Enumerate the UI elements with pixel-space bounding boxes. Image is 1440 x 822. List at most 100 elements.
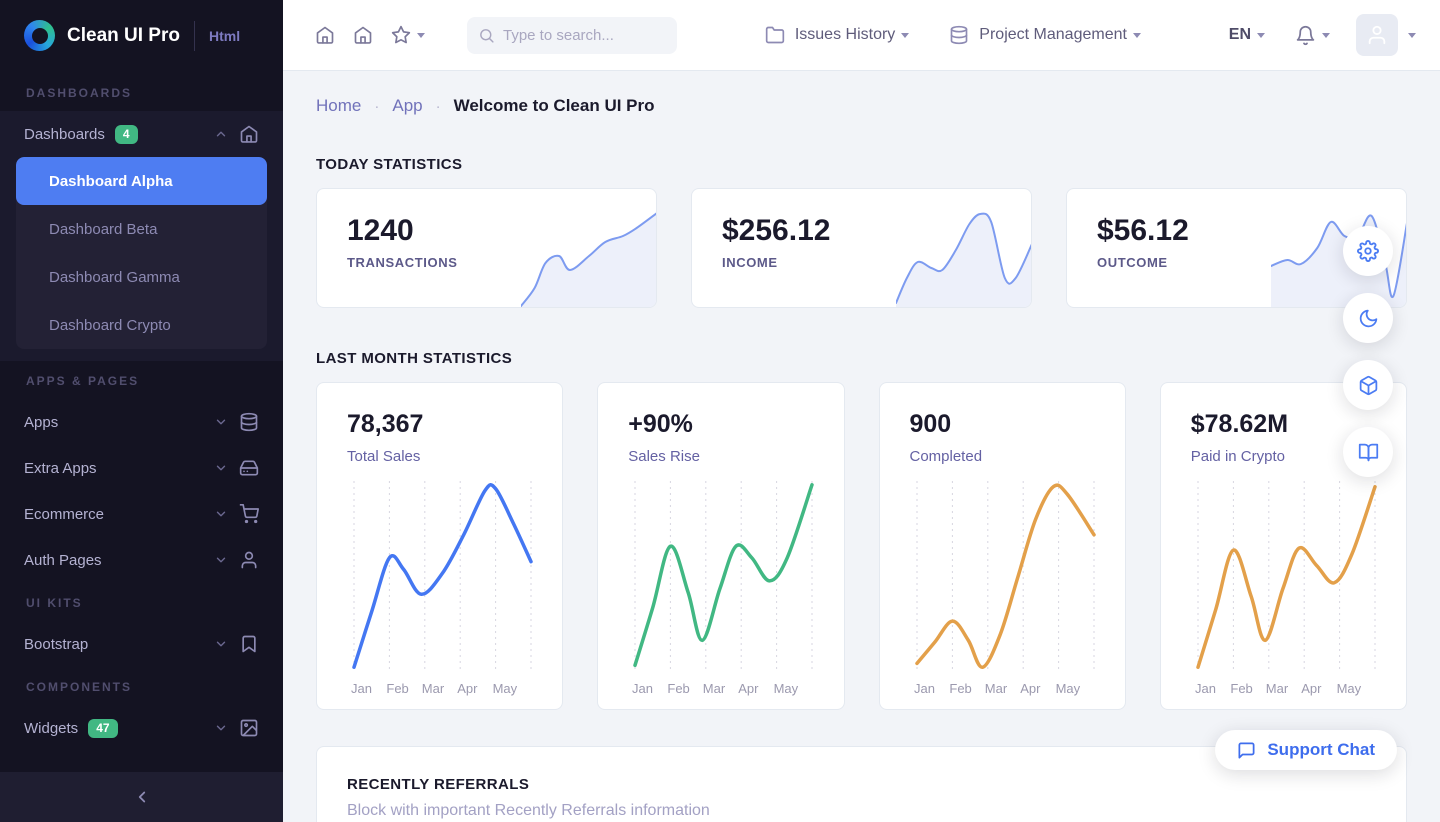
card-total-sales: 78,367 Total Sales Jan Feb Mar Apr May xyxy=(316,382,564,710)
svg-text:Mar: Mar xyxy=(984,681,1007,696)
project-management-label: Project Management xyxy=(979,26,1127,43)
issues-history-dropdown[interactable]: Issues History xyxy=(765,25,910,45)
nav-section-ui-kits: UI KITS xyxy=(26,596,83,610)
stat-value: 1240 xyxy=(347,214,414,247)
svg-text:May: May xyxy=(1336,681,1361,696)
main-area: Issues History Project Management EN xyxy=(283,0,1440,822)
stat-value: $256.12 xyxy=(722,214,831,247)
svg-text:Jan: Jan xyxy=(914,681,935,696)
card-value: 900 xyxy=(909,410,952,438)
chevron-down-icon xyxy=(214,637,228,651)
sidebar-item-label: Extra Apps xyxy=(24,459,97,477)
page-content: Home · App · Welcome to Clean UI Pro TOD… xyxy=(283,71,1440,822)
total-sales-line-chart: Jan Feb Mar Apr May xyxy=(347,477,540,699)
floating-action-buttons xyxy=(1343,226,1393,477)
svg-text:May: May xyxy=(1055,681,1080,696)
settings-fab-button[interactable] xyxy=(1343,226,1393,276)
today-statistics-cards: 1240 TRANSACTIONS $256.12 INCOME $56.12 … xyxy=(316,188,1407,308)
logo-text: Clean UI Pro xyxy=(67,24,180,46)
home-icon xyxy=(239,124,259,144)
chevron-down-icon xyxy=(214,553,228,567)
star-icon xyxy=(391,25,411,45)
project-management-dropdown[interactable]: Project Management xyxy=(949,25,1141,45)
income-sparkline-chart xyxy=(896,204,1031,307)
stat-label: INCOME xyxy=(722,255,778,270)
sidebar-item-label: Apps xyxy=(24,413,59,431)
sidebar-collapse-button[interactable] xyxy=(0,772,283,822)
dark-mode-fab-button[interactable] xyxy=(1343,293,1393,343)
sidebar-item-widgets[interactable]: Widgets 47 xyxy=(0,705,283,751)
sidebar-item-dashboard-beta[interactable]: Dashboard Beta xyxy=(49,220,158,238)
svg-text:Apr: Apr xyxy=(1301,681,1322,696)
sidebar-item-label: Bootstrap xyxy=(24,635,89,653)
sidebar-item-auth-pages[interactable]: Auth Pages xyxy=(0,537,283,583)
sidebar-nav: DASHBOARDS Dashboards 4 Dashboard Alpha … xyxy=(0,71,283,772)
bell-icon xyxy=(1295,25,1316,46)
home-shortcut-button-2[interactable] xyxy=(353,25,373,45)
home-shortcut-button[interactable] xyxy=(315,25,335,45)
sidebar-item-extra-apps[interactable]: Extra Apps xyxy=(0,445,283,491)
last-month-statistics-title: LAST MONTH STATISTICS xyxy=(316,350,513,367)
bookmark-icon xyxy=(239,634,259,654)
stat-card-income: $256.12 INCOME xyxy=(691,188,1032,308)
sidebar-item-dashboard-gamma[interactable]: Dashboard Gamma xyxy=(49,268,180,286)
harddrive-icon xyxy=(239,458,259,478)
database-icon xyxy=(239,412,259,432)
components-fab-button[interactable] xyxy=(1343,360,1393,410)
svg-text:Apr: Apr xyxy=(1020,681,1041,696)
logo-divider xyxy=(193,20,195,51)
sidebar-item-dashboards[interactable]: Dashboards 4 xyxy=(0,111,283,157)
favorites-button[interactable] xyxy=(391,25,425,45)
transactions-sparkline-chart xyxy=(521,204,656,307)
sidebar-item-bootstrap[interactable]: Bootstrap xyxy=(0,621,283,667)
stat-card-transactions: 1240 TRANSACTIONS xyxy=(316,188,657,308)
breadcrumb: Home · App · Welcome to Clean UI Pro xyxy=(316,96,1407,116)
sidebar: Clean UI Pro Html DASHBOARDS Dashboards … xyxy=(0,0,283,822)
stat-label: TRANSACTIONS xyxy=(347,255,458,270)
caret-down-icon xyxy=(901,32,910,38)
completed-line-chart: Jan Feb Mar Apr May xyxy=(910,477,1103,699)
logo-ring-icon xyxy=(24,20,55,51)
card-value: 78,367 xyxy=(347,410,424,438)
breadcrumb-separator: · xyxy=(435,97,441,115)
sidebar-item-apps[interactable]: Apps xyxy=(0,399,283,445)
breadcrumb-separator: · xyxy=(374,97,380,115)
sidebar-item-dashboard-crypto[interactable]: Dashboard Crypto xyxy=(49,316,171,334)
logo[interactable]: Clean UI Pro Html xyxy=(0,0,283,71)
svg-text:Feb: Feb xyxy=(668,681,690,696)
nav-section-dashboards: DASHBOARDS xyxy=(26,86,133,100)
sidebar-item-ecommerce[interactable]: Ecommerce xyxy=(0,491,283,537)
svg-text:Apr: Apr xyxy=(457,681,478,696)
notifications-dropdown[interactable] xyxy=(1295,25,1330,46)
home-icon xyxy=(315,25,335,45)
search-icon xyxy=(478,27,495,44)
caret-down-icon xyxy=(1322,32,1330,38)
book-open-icon xyxy=(1358,442,1379,463)
caret-down-icon[interactable] xyxy=(1408,32,1416,38)
breadcrumb-app-link[interactable]: App xyxy=(392,96,423,115)
box-icon xyxy=(1358,375,1379,396)
paid-in-crypto-line-chart: Jan Feb Mar Apr May xyxy=(1191,477,1384,699)
chevron-down-icon xyxy=(214,415,228,429)
language-dropdown[interactable]: EN xyxy=(1229,26,1265,44)
svg-text:Apr: Apr xyxy=(738,681,759,696)
user-icon xyxy=(239,550,259,570)
documentation-fab-button[interactable] xyxy=(1343,427,1393,477)
widgets-count-badge: 47 xyxy=(88,718,118,738)
search-input[interactable] xyxy=(467,16,677,54)
language-label: EN xyxy=(1228,26,1251,43)
user-avatar[interactable] xyxy=(1356,14,1398,56)
card-label: Paid in Crypto xyxy=(1190,448,1285,465)
chevron-down-icon xyxy=(214,507,228,521)
user-icon xyxy=(1366,24,1388,46)
chevron-down-icon xyxy=(214,461,228,475)
svg-text:May: May xyxy=(774,681,799,696)
card-label: Sales Rise xyxy=(628,448,700,465)
sidebar-item-dashboard-alpha[interactable]: Dashboard Alpha xyxy=(16,157,267,205)
image-icon xyxy=(239,718,259,738)
breadcrumb-home-link[interactable]: Home xyxy=(316,96,362,115)
moon-icon xyxy=(1358,308,1379,329)
nav-section-components: COMPONENTS xyxy=(26,680,133,694)
support-chat-button[interactable]: Support Chat xyxy=(1215,730,1397,770)
nav-section-apps-pages: APPS & PAGES xyxy=(26,374,140,388)
